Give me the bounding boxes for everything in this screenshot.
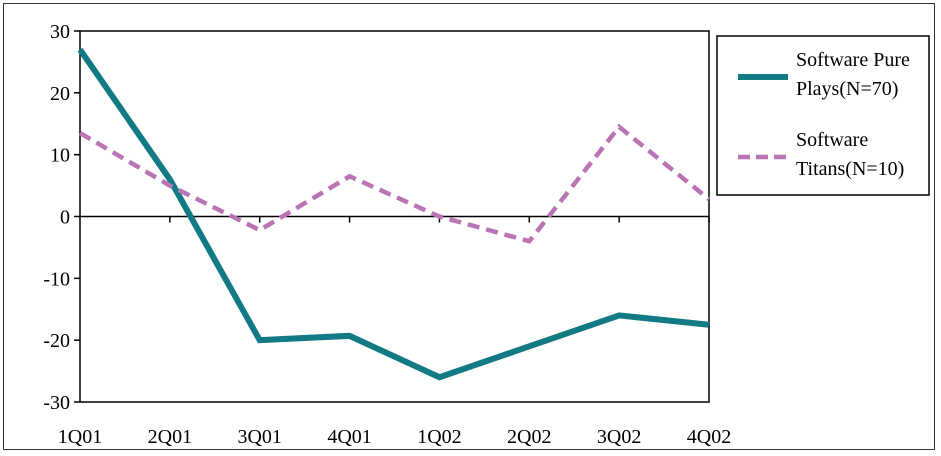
- x-tick-label: 1Q02: [417, 426, 461, 448]
- x-tick-label: 1Q01: [58, 426, 102, 448]
- legend: Software Pure Plays(N=70) Software Titans(N…: [716, 35, 930, 196]
- y-tick-label: -10: [43, 268, 70, 290]
- legend-label: Software Pure: [796, 49, 910, 71]
- x-tick-label: 3Q02: [597, 426, 641, 448]
- x-tick-label: 2Q01: [148, 426, 192, 448]
- y-tick-label: -30: [43, 392, 70, 414]
- x-tick-label: 3Q01: [237, 426, 281, 448]
- legend-label: Plays(N=70): [796, 78, 898, 100]
- x-tick-label: 4Q02: [687, 426, 731, 448]
- chart-axes: [79, 30, 710, 403]
- y-tick-label: 0: [60, 207, 70, 229]
- y-axis-ticks: 30 20 10 0 -10 -20 -30: [43, 21, 80, 414]
- x-axis-ticks: 1Q01 2Q01 3Q01 4Q01 1Q02 2Q02 3Q02 4Q02: [58, 426, 731, 448]
- legend-box: [716, 35, 930, 196]
- y-tick-label: 10: [50, 145, 70, 167]
- y-tick-label: 20: [50, 83, 70, 105]
- legend-label: Titans(N=10): [796, 158, 904, 180]
- series-line-titans: [78, 123, 711, 244]
- y-tick-label: 30: [50, 21, 70, 43]
- legend-label: Software: [796, 129, 868, 151]
- y-tick-label: -20: [43, 330, 70, 352]
- x-tick-label: 2Q02: [507, 426, 551, 448]
- series-line-pure-plays: [77, 47, 710, 381]
- x-tick-label: 4Q01: [327, 426, 371, 448]
- series-lines: [77, 47, 711, 381]
